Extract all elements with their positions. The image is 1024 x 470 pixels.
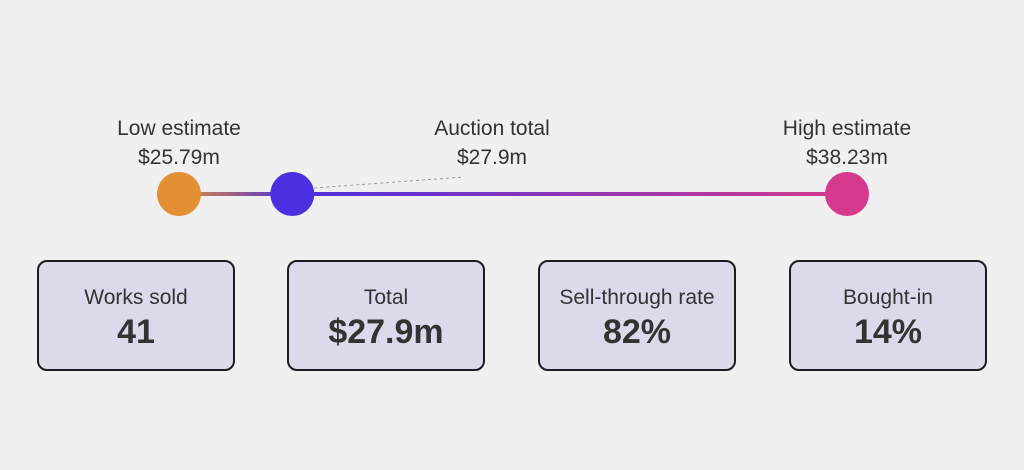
stat-label: Sell-through rate [559, 286, 715, 309]
stat-label: Total [363, 286, 409, 309]
stat-label: Works sold [84, 286, 188, 309]
auction-total-label: Auction total $27.9m [382, 114, 602, 172]
high-estimate-value: $38.23m [806, 146, 888, 169]
stat-card-total: Total $27.9m [287, 260, 485, 371]
auction-total-title: Auction total [434, 117, 550, 140]
stat-card-works-sold: Works sold 41 [37, 260, 235, 371]
stat-value: 82% [602, 313, 672, 351]
low-estimate-value: $25.79m [138, 146, 220, 169]
estimate-range-chart [157, 172, 869, 216]
auction-total-leader-line [314, 176, 465, 189]
auction-total-value: $27.9m [456, 146, 528, 169]
low-estimate-marker [157, 172, 201, 216]
high-estimate-marker [825, 172, 869, 216]
stat-value: $27.9m [328, 313, 444, 351]
low-estimate-title: Low estimate [117, 117, 241, 140]
stat-value: 14% [853, 313, 923, 351]
stat-value: 41 [117, 313, 155, 351]
auction-total-marker [270, 172, 315, 216]
high-estimate-label: High estimate $38.23m [737, 114, 957, 172]
low-estimate-label: Low estimate $25.79m [69, 114, 289, 172]
stat-label: Bought-in [843, 286, 933, 309]
high-estimate-title: High estimate [782, 117, 912, 140]
stat-card-sell-through-rate: Sell-through rate 82% [538, 260, 736, 371]
stat-card-bought-in: Bought-in 14% [789, 260, 987, 371]
